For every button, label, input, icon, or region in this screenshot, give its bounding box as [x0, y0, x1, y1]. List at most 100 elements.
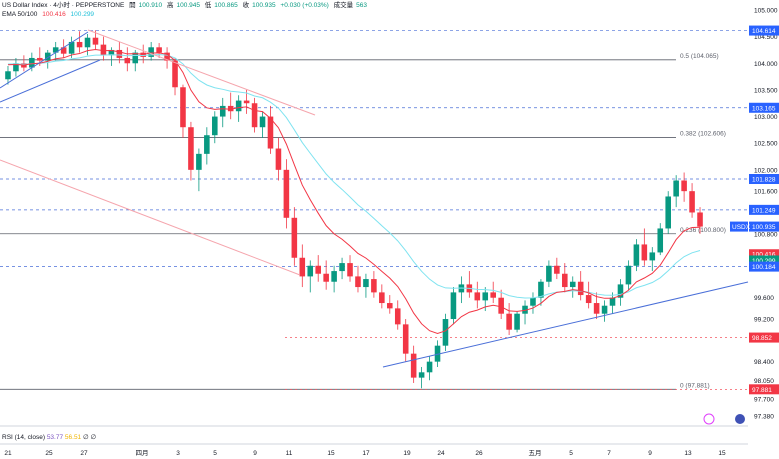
candle-body [697, 212, 703, 227]
candle-body [291, 217, 298, 258]
price-label-text: 100.184 [752, 264, 776, 271]
candle-body [681, 180, 687, 192]
candle-body [307, 265, 314, 277]
candle-body [506, 313, 512, 330]
fib-label: 0.236 (100.800) [680, 227, 726, 234]
change-value: +0.030 (+0.03%) [280, 2, 329, 9]
y-tick-label: 101.600 [754, 189, 778, 196]
candle-body [522, 305, 528, 314]
ohlc-header: US Dollar Index · 4小时 · PEPPERSTONE 開 100… [2, 1, 370, 10]
candle-body [148, 47, 154, 57]
channel-trendline-lower [0, 59, 101, 103]
candle-body [100, 44, 107, 56]
price-label-box [749, 174, 779, 185]
volume-label: 成交量 [333, 2, 354, 9]
candle-body [156, 47, 162, 53]
y-tick-label: 103.000 [754, 114, 778, 121]
candle-body [402, 324, 409, 354]
candle-body [355, 276, 361, 288]
price-label-box [749, 25, 779, 36]
fib-label: 0.382 (102.606) [680, 131, 726, 138]
price-label-text: 101.828 [752, 177, 776, 184]
support-trendline [382, 281, 749, 368]
close-value: 100.935 [252, 2, 276, 9]
channel-trendline-upper [0, 31, 89, 89]
y-tick-label: 99.600 [754, 295, 774, 302]
y-tick-label: 97.380 [754, 414, 774, 421]
price-label-box [749, 249, 779, 260]
candle-body [554, 265, 560, 274]
price-label-text: 100.416 [752, 252, 776, 259]
ema50-value: 100.416 [42, 11, 66, 18]
rsi-value-2: 56.51 [64, 434, 82, 441]
candle-body [180, 87, 186, 128]
candle-body [188, 127, 194, 170]
candle-body [601, 305, 608, 314]
price-label-text: 100.299 [752, 258, 776, 265]
y-tick-label: 104.000 [754, 61, 778, 68]
flag-icon [735, 414, 745, 424]
symbol-title: US Dollar Index · 4小时 · PEPPERSTONE [2, 2, 125, 9]
ema100-value: 100.299 [70, 11, 95, 18]
candle-body [235, 100, 242, 112]
candle-body [657, 228, 664, 253]
price-label-box [749, 261, 779, 272]
ema50-line [7, 49, 701, 334]
low-value: 100.865 [214, 2, 238, 9]
x-tick-label: 9 [648, 450, 652, 457]
candle-body [37, 57, 43, 61]
y-tick-label: 99.200 [754, 317, 774, 324]
candle-body [617, 284, 624, 298]
rsi-header: RSI (14, close) 53.77 56.51 ∅ ∅ [2, 433, 96, 441]
x-tick-label: 5 [569, 450, 573, 457]
candle-body [577, 281, 584, 296]
rsi-label: RSI (14, close) [2, 434, 45, 441]
y-tick-label: 98.050 [754, 378, 774, 385]
candle-body [60, 47, 67, 54]
x-tick-label: 15 [327, 450, 335, 457]
candle-body [363, 279, 369, 288]
x-tick-label: 5 [213, 450, 217, 457]
candle-body [275, 148, 282, 170]
candle-body [212, 116, 218, 136]
x-tick-label: 四月 [136, 449, 149, 457]
candle-body [474, 292, 481, 301]
candle-body [116, 49, 123, 58]
candle-body [569, 281, 576, 288]
candle-body [665, 196, 671, 229]
candle-body [482, 292, 489, 301]
candle-body [124, 57, 131, 64]
candle-body [84, 37, 91, 48]
candle-body [52, 47, 59, 53]
candle-body [498, 297, 504, 314]
candle-body [251, 103, 258, 128]
candle-body [649, 252, 656, 261]
ema-header: EMA 50/100 100.416 100.299 [2, 10, 97, 19]
candle-body [442, 319, 449, 346]
rsi-value-4: ∅ [90, 434, 97, 441]
candle-body [92, 37, 99, 45]
candle-body [387, 303, 393, 309]
candle-body [546, 265, 552, 282]
rsi-value-1: 53.77 [46, 434, 64, 441]
candle-body [434, 345, 441, 362]
candle-body [633, 244, 640, 266]
x-tick-label: 13 [684, 450, 692, 457]
y-tick-label: 104.500 [754, 34, 778, 41]
price-label-box [749, 384, 779, 395]
y-tick-label: 100.800 [754, 231, 778, 238]
y-tick-label: 105.000 [754, 8, 778, 15]
price-label-text: 98.852 [752, 335, 772, 342]
lightning-icon [703, 413, 715, 425]
candle-body [13, 63, 19, 72]
price-label-box [749, 332, 779, 343]
x-tick-label: 27 [80, 450, 88, 457]
x-tick-label: 24 [437, 450, 445, 457]
y-tick-label: 98.400 [754, 359, 774, 366]
candle-body [347, 263, 353, 277]
candle-body [514, 313, 520, 330]
symbol-badge-text: USDX [732, 224, 751, 231]
x-tick-label: 25 [45, 450, 53, 457]
candle-body [5, 71, 11, 80]
